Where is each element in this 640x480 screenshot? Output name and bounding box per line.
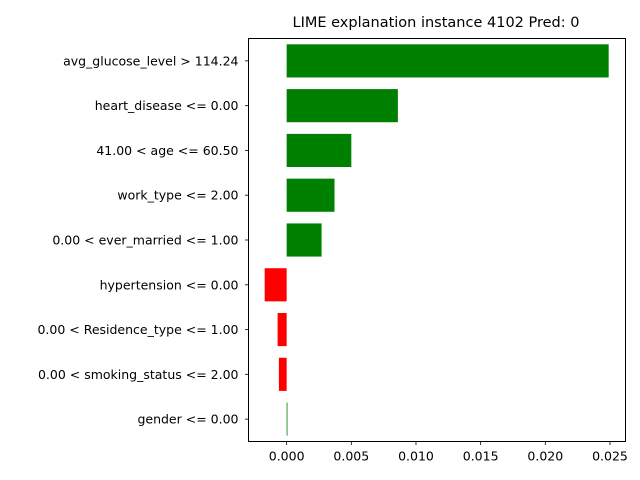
x-tick-label: 0.000 [269, 449, 305, 464]
y-tick-label: 41.00 < age <= 60.50 [96, 143, 238, 158]
bar-8 [286, 402, 288, 436]
y-tick-label: 0.00 < smoking_status <= 2.00 [38, 367, 239, 382]
x-tick-label: 0.010 [398, 449, 434, 464]
plot-frame [248, 38, 626, 442]
bar-4 [286, 223, 322, 257]
y-tick-label: 0.00 < ever_married <= 1.00 [52, 233, 238, 248]
bar-7 [278, 357, 287, 391]
bars-group [264, 44, 609, 436]
x-tick-label: 0.020 [527, 449, 563, 464]
bar-1 [286, 89, 398, 123]
y-tick-label: hypertension <= 0.00 [100, 277, 239, 292]
y-tick-label: gender <= 0.00 [137, 412, 238, 427]
y-tick-label: heart_disease <= 0.00 [95, 98, 239, 113]
bar-5 [264, 268, 287, 302]
x-tick-label: 0.025 [592, 449, 628, 464]
bar-2 [286, 133, 352, 168]
x-tick-label: 0.015 [463, 449, 499, 464]
y-tick-label: work_type <= 2.00 [117, 188, 238, 203]
bar-6 [277, 312, 287, 347]
y-tick-label: 0.00 < Residence_type <= 1.00 [37, 322, 238, 337]
y-tick-labels-group: avg_glucose_level > 114.24 heart_disease … [37, 53, 249, 427]
y-tick-label: avg_glucose_level > 114.24 [63, 53, 238, 68]
x-tick-label: 0.005 [333, 449, 369, 464]
bar-3 [286, 178, 335, 212]
chart-title: LIME explanation instance 4102 Pred: 0 [293, 15, 580, 31]
bar-0 [286, 44, 609, 78]
x-tick-labels-group: 0.000 0.005 0.010 0.015 0.020 0.025 [269, 441, 628, 464]
